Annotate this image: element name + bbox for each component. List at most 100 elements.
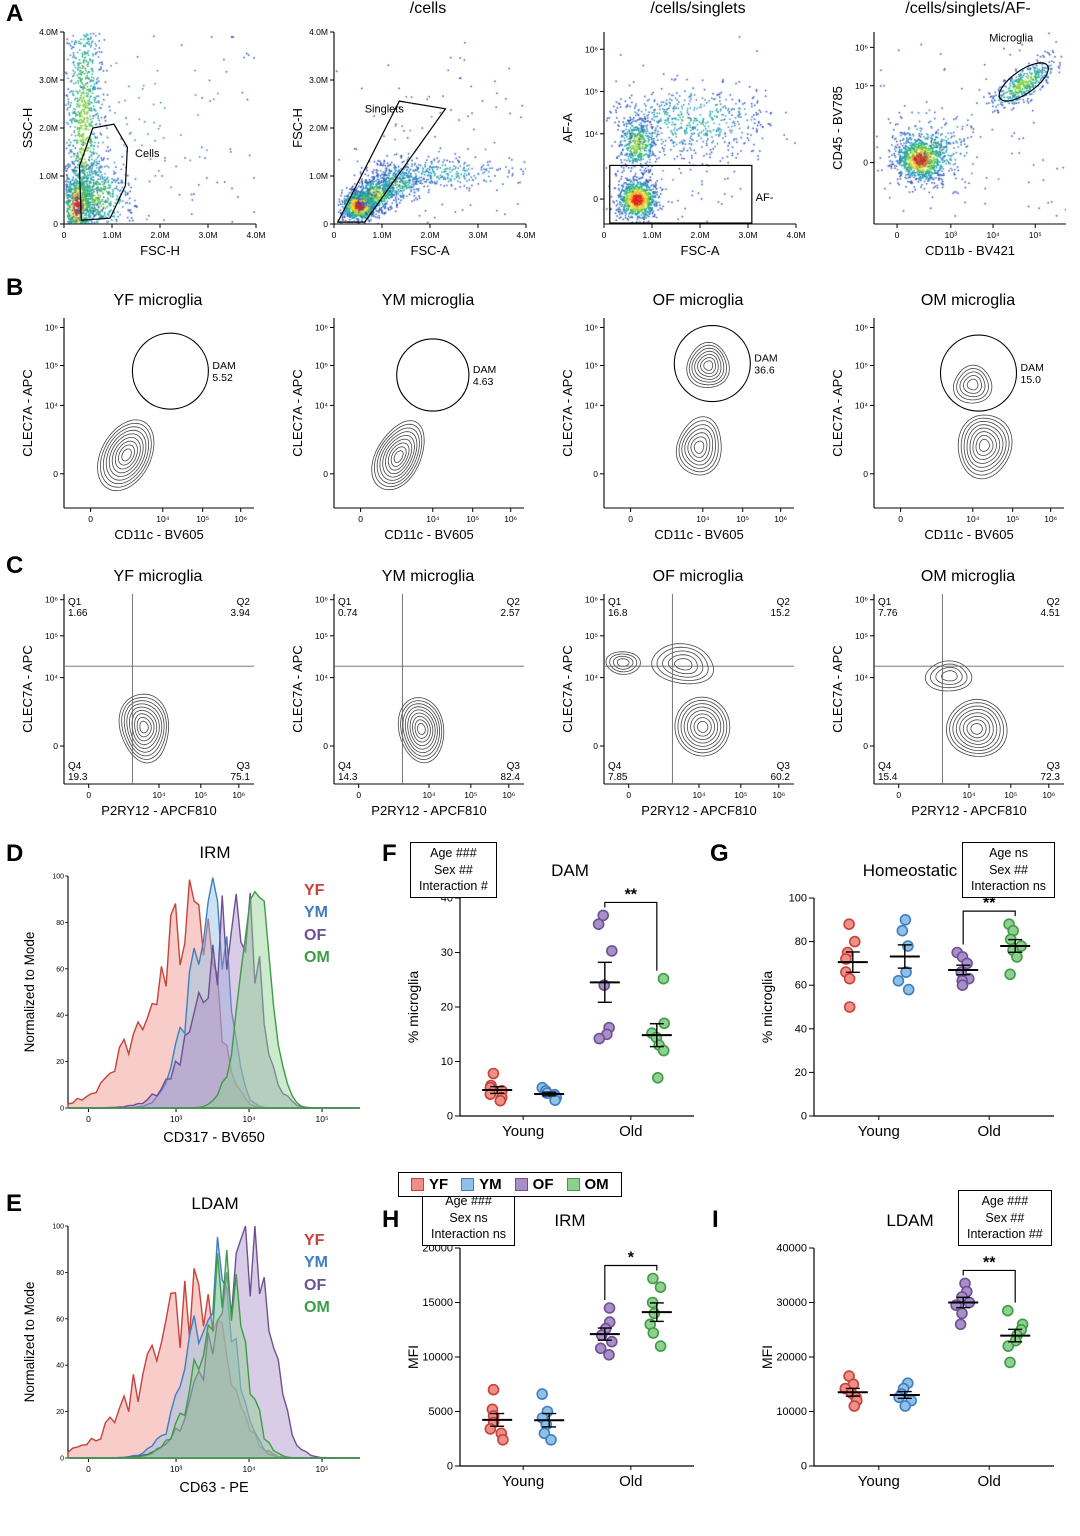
- svg-text:60.2: 60.2: [771, 772, 791, 783]
- svg-text:1.0M: 1.0M: [39, 171, 58, 181]
- svg-text:10⁶: 10⁶: [855, 595, 868, 605]
- svg-text:CD63 - PE: CD63 - PE: [179, 1480, 249, 1496]
- svg-text:Young: Young: [502, 1473, 544, 1490]
- svg-text:10⁵: 10⁵: [1004, 790, 1017, 800]
- legend-entry-label: OF: [532, 1176, 554, 1193]
- stats-line: Age ns: [989, 846, 1028, 860]
- stats-line: Age ###: [430, 846, 477, 860]
- svg-text:Q1: Q1: [608, 597, 622, 608]
- svg-text:Normalized to Mode: Normalized to Mode: [22, 1282, 37, 1403]
- stats-line: Age ###: [445, 1194, 492, 1208]
- svg-text:0: 0: [356, 790, 361, 800]
- svg-text:10⁵: 10⁵: [315, 361, 328, 371]
- svg-text:Q2: Q2: [1047, 597, 1061, 608]
- svg-text:100: 100: [52, 1224, 64, 1231]
- svg-text:10⁴: 10⁴: [986, 230, 999, 240]
- legend-label-om: OM: [304, 1299, 330, 1317]
- svg-text:10⁵: 10⁵: [585, 87, 598, 97]
- plot-title-ym-microglia-b: YM microglia: [381, 292, 475, 309]
- svg-text:3.0M: 3.0M: [309, 75, 328, 85]
- svg-text:0: 0: [323, 469, 328, 479]
- plot-svg: 0 10⁴ 10⁵ 10⁶ 0 10⁴ 10⁵ 10⁶ CD11c - BV605 CLEC7A …: [20, 318, 254, 542]
- panel-title-irm-mfi: IRM: [554, 1211, 586, 1230]
- panel-label-g: G: [710, 840, 729, 867]
- svg-text:Q4: Q4: [608, 761, 622, 772]
- svg-text:10⁴: 10⁴: [242, 1114, 255, 1124]
- dotplot-irm-mfi: 0 5000 10000 15000 20000 MFI Young Old *: [396, 1234, 706, 1506]
- svg-text:CLEC7A - APC: CLEC7A - APC: [290, 645, 305, 732]
- svg-text:10⁴: 10⁴: [585, 400, 598, 410]
- svg-text:Q1: Q1: [338, 597, 352, 608]
- svg-text:Microglia: Microglia: [989, 33, 1034, 45]
- svg-text:10000: 10000: [422, 1352, 453, 1364]
- plot-title-ym-microglia-c: YM microglia: [381, 568, 475, 585]
- svg-text:DAM: DAM: [473, 364, 496, 376]
- svg-text:**: **: [983, 1254, 996, 1271]
- stats-box-dam: Age ### Sex ## Interaction #: [410, 842, 497, 898]
- svg-text:Q3: Q3: [507, 761, 521, 772]
- stats-line: Sex ##: [433, 862, 473, 877]
- svg-text:0: 0: [60, 1106, 64, 1113]
- plot-svg: 0 10⁴ 10⁵ 10⁶ 0 10⁴ 10⁵ 10⁶ P2RY12 - APCF810 CLEC…: [20, 594, 254, 818]
- svg-text:10⁶: 10⁶: [585, 323, 598, 333]
- svg-text:7.76: 7.76: [878, 608, 898, 619]
- svg-text:P2RY12 - APCF810: P2RY12 - APCF810: [641, 803, 756, 818]
- svg-text:10⁴: 10⁴: [422, 790, 435, 800]
- svg-text:40: 40: [56, 1363, 64, 1370]
- contour-plot-ym-dam: 0 10⁴ 10⁵ 10⁶ 0 10⁴ 10⁵ 10⁶ CD11c - BV605 CLEC7A …: [286, 312, 540, 570]
- legend-swatch-of: [514, 1178, 528, 1191]
- panel-title-homeostatic: Homeostatic: [862, 861, 958, 880]
- svg-text:10⁵: 10⁵: [196, 514, 209, 524]
- svg-text:10⁴: 10⁴: [426, 514, 439, 524]
- svg-text:0: 0: [323, 741, 328, 751]
- stats-line: Interaction ns: [431, 1227, 507, 1241]
- svg-text:DAM: DAM: [754, 353, 777, 365]
- svg-text:Q2: Q2: [237, 597, 251, 608]
- svg-text:10: 10: [441, 1056, 453, 1068]
- svg-text:CD11c - BV605: CD11c - BV605: [924, 527, 1013, 542]
- svg-text:10⁶: 10⁶: [45, 595, 58, 605]
- svg-text:10⁶: 10⁶: [315, 323, 328, 333]
- dotplot-homeostatic: 0 20 40 60 80 100 % microglia Young Old **: [744, 884, 1066, 1156]
- svg-text:CD11c - BV605: CD11c - BV605: [114, 527, 203, 542]
- svg-text:10⁵: 10⁵: [585, 361, 598, 371]
- plot-svg: 0 10000 20000 30000 40000 MFI Young Old **: [759, 1243, 1054, 1490]
- svg-text:FSC-H: FSC-H: [290, 108, 305, 148]
- svg-text:4.0M: 4.0M: [517, 230, 536, 240]
- plot-svg: 0 10⁴ 10⁵ 10⁶ 0 10⁴ 10⁵ 10⁶ CD11c - BV605 CLEC7A …: [290, 318, 524, 542]
- svg-text:4.0M: 4.0M: [247, 230, 266, 240]
- svg-text:**: **: [625, 886, 638, 903]
- plot-svg: 0 1.0M 2.0M 3.0M 4.0M 0 1.0M 2.0M 3.0M 4.0M FSC-H S…: [20, 27, 266, 258]
- plot-svg: 0 20 40 60 80 100 0 10³ 10⁴ 10⁵ CD317 - BV650 Norma…: [22, 874, 360, 1146]
- svg-text:2.0M: 2.0M: [691, 230, 710, 240]
- svg-text:CLEC7A - APC: CLEC7A - APC: [830, 645, 845, 732]
- svg-text:100: 100: [52, 874, 64, 881]
- svg-text:Cells: Cells: [135, 148, 160, 160]
- svg-text:10⁴: 10⁴: [156, 514, 169, 524]
- panel-label-c: C: [6, 552, 24, 579]
- svg-text:75.1: 75.1: [231, 772, 251, 783]
- dotplot-dam: 0 10 20 30 40% microglia Young Old **: [396, 884, 706, 1156]
- svg-text:Q3: Q3: [1047, 761, 1061, 772]
- histogram-ldam: 0 20 40 60 80 100 0 10³ 10⁴ 10⁵ CD63 - PE Normalize…: [10, 1216, 380, 1521]
- svg-text:14.3: 14.3: [338, 772, 358, 783]
- svg-text:0: 0: [863, 469, 868, 479]
- svg-text:10⁴: 10⁴: [855, 400, 868, 410]
- contour-plot-of-dam: 0 10⁴ 10⁵ 10⁶ 0 10⁴ 10⁵ 10⁶ CD11c - BV605 CLEC7A …: [556, 312, 810, 570]
- plot-title-om-microglia-b: OM microglia: [920, 292, 1016, 309]
- svg-text:10⁵: 10⁵: [316, 1114, 329, 1124]
- stats-box-homeostatic: Age ns Sex ## Interaction ns: [962, 842, 1056, 898]
- svg-text:AF-: AF-: [756, 192, 774, 204]
- stats-box-irm: Age ### Sex ns Interaction ns: [422, 1190, 516, 1246]
- svg-text:CD317 - BV650: CD317 - BV650: [163, 1130, 265, 1146]
- svg-text:3.0M: 3.0M: [739, 230, 758, 240]
- svg-text:10⁵: 10⁵: [464, 790, 477, 800]
- svg-text:10⁶: 10⁶: [45, 323, 58, 333]
- svg-text:0: 0: [447, 1111, 453, 1123]
- svg-text:0: 0: [863, 741, 868, 751]
- svg-text:0: 0: [62, 230, 67, 240]
- plot-title-cells: /cells: [409, 0, 447, 17]
- histogram-legend-irm: YF YM OF OM: [304, 880, 330, 970]
- plot-svg: 0 10⁴ 10⁵ 10⁶ 0 10⁴ 10⁵ 10⁶ P2RY12 - APCF810 CLEC…: [830, 594, 1064, 818]
- svg-text:CD45 - BV785: CD45 - BV785: [830, 86, 845, 170]
